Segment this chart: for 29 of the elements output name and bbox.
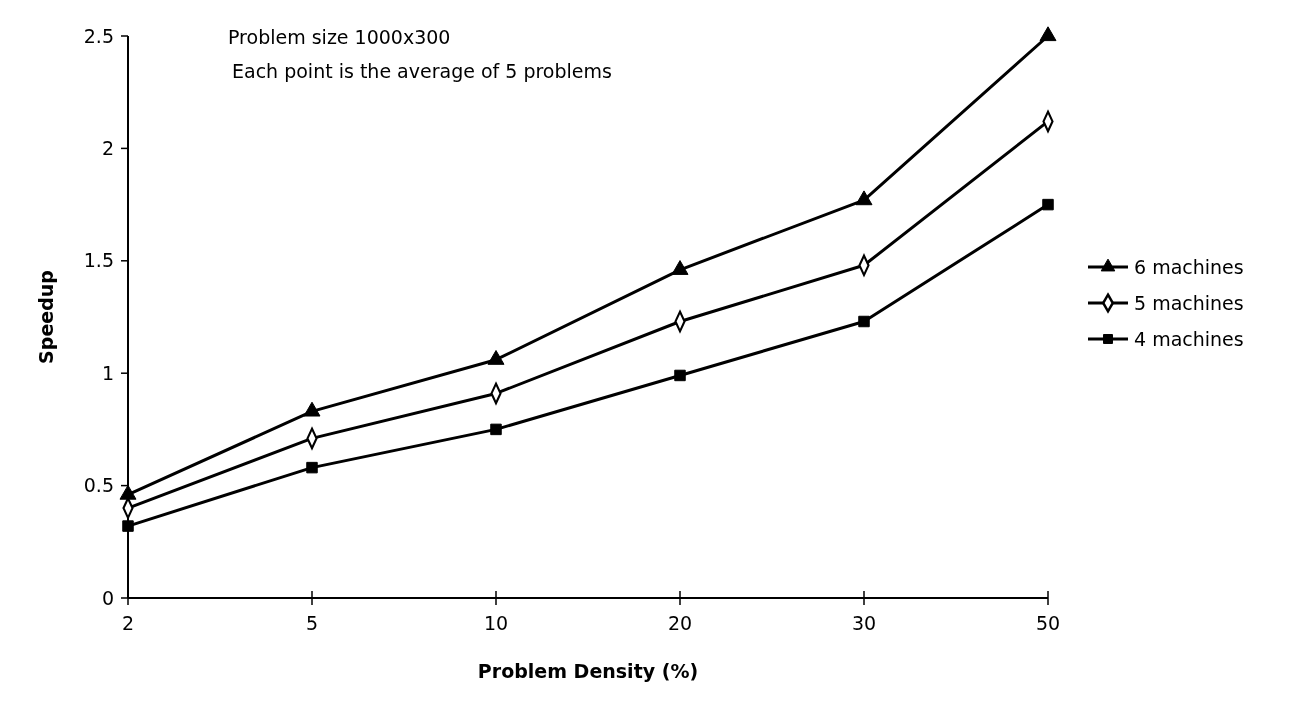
point <box>122 520 134 532</box>
point <box>1039 26 1057 42</box>
legend-label: 5 machines <box>1134 291 1244 314</box>
y-tick-label: 1 <box>101 361 114 384</box>
y-tick-label: 1.5 <box>83 249 114 272</box>
x-axis-title: Problem Density (%) <box>477 660 699 682</box>
y-tick-label: 2.5 <box>83 24 114 47</box>
point <box>858 315 870 328</box>
x-tick-label: 10 <box>483 612 509 634</box>
legend-label: 4 machines <box>1134 327 1244 350</box>
point <box>855 190 873 206</box>
x-tick-label: 2 <box>121 612 135 634</box>
point <box>306 461 318 474</box>
point <box>671 260 689 275</box>
y-tick-label: 0.5 <box>83 474 114 497</box>
y-tick-label: 0 <box>101 586 114 609</box>
x-tick-label: 20 <box>667 612 693 634</box>
x-tick-label: 50 <box>1035 612 1061 634</box>
point <box>1042 198 1054 211</box>
legend-label: 6 machines <box>1134 255 1244 278</box>
point <box>487 350 505 365</box>
y-tick-label: 2 <box>101 137 114 160</box>
annotation: Each point is the average of 5 problems <box>232 60 612 82</box>
x-tick-label: 30 <box>851 612 877 634</box>
point <box>674 369 686 382</box>
annotation: Problem size 1000x300 <box>228 26 451 48</box>
point <box>490 423 502 436</box>
x-tick-label: 5 <box>305 612 319 634</box>
y-axis-title: Speedup <box>35 270 57 364</box>
